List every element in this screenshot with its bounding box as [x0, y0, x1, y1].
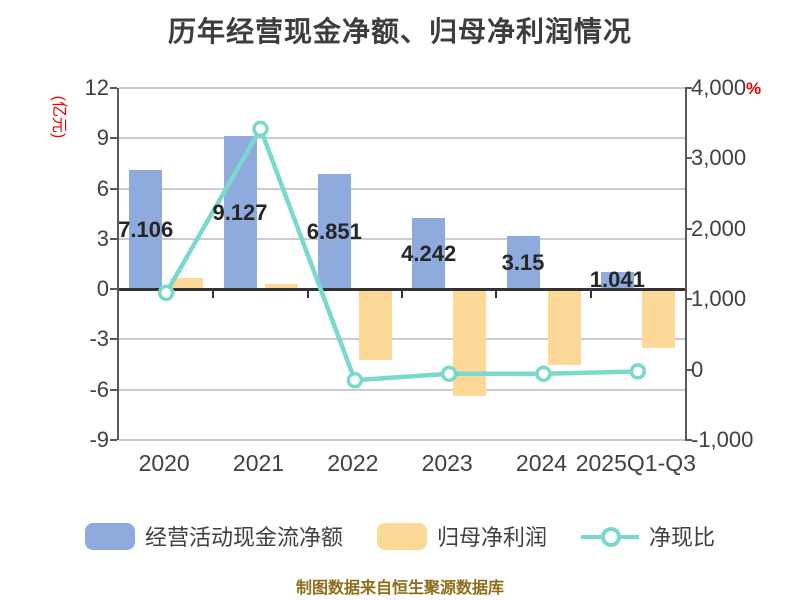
chart-title: 历年经营现金净额、归母净利润情况 — [167, 16, 632, 47]
left-axis-tick-label: 6 — [96, 175, 109, 201]
x-axis-label-2023: 2023 — [421, 450, 473, 476]
left-axis-tick — [110, 137, 117, 140]
grid-line — [119, 388, 685, 391]
left-axis-tick — [110, 338, 117, 341]
bar-operating-cash-2025Q1-Q3 — [600, 271, 634, 290]
grid-line — [119, 439, 685, 441]
bar-operating-cash-2024 — [506, 236, 540, 290]
bar-net-profit-2021 — [264, 283, 298, 290]
right-axis-tick — [685, 439, 692, 441]
left-axis-tick-label: 9 — [96, 125, 109, 151]
left-axis-tick — [110, 187, 117, 190]
x-axis-label-2022: 2022 — [327, 450, 379, 476]
legend-label: 净现比 — [649, 525, 716, 550]
right-axis-tick — [685, 368, 692, 371]
right-axis-tick — [685, 298, 692, 301]
right-axis-tick — [685, 87, 692, 89]
grid-line — [119, 187, 685, 190]
line-marker-2023 — [440, 365, 458, 383]
left-axis-tick-label: -9 — [89, 427, 109, 452]
net-cash-ratio-line — [157, 120, 647, 389]
right-axis-tick-label: 1,000 — [691, 286, 747, 312]
left-axis-tick — [110, 237, 117, 240]
right-axis-tick-label: 0 — [691, 356, 704, 382]
bar-net-profit-2024 — [547, 289, 581, 366]
bar-operating-cash-2023 — [412, 218, 446, 290]
x-axis-tick — [495, 289, 498, 299]
plot-area: 7.106 9.127 6.851 4.242 3.15 1.041 — [117, 87, 687, 441]
left-axis-tick — [110, 87, 117, 89]
bar-net-profit-2022 — [358, 289, 392, 360]
bar-value-label-2024: 3.15 — [501, 249, 545, 275]
left-axis-tick-label: 3 — [96, 225, 109, 251]
right-axis-tick-label: 4,000 — [691, 75, 747, 100]
bar-operating-cash-2022 — [317, 174, 351, 290]
grid-line — [119, 137, 685, 140]
legend-label: 经营活动现金流净额 — [144, 525, 343, 550]
x-axis-tick — [401, 289, 403, 299]
x-axis-tick — [306, 289, 309, 299]
bar-operating-cash-2020 — [129, 170, 163, 290]
left-axis-tick-label: 0 — [96, 276, 109, 302]
legend-line-marker-icon — [601, 526, 621, 547]
x-axis-label-2020: 2020 — [138, 450, 190, 476]
legend-item-net-profit[interactable]: 归母净利润 — [376, 520, 547, 552]
left-axis-tick — [110, 439, 117, 441]
legend-item-net-cash-ratio[interactable]: 净现比 — [581, 520, 715, 552]
bar-value-label-2025Q1-Q3: 1.041 — [589, 267, 645, 293]
x-axis-tick — [589, 289, 592, 299]
left-axis-tick — [110, 288, 117, 291]
right-axis-tick — [685, 227, 692, 230]
x-axis-label-2025Q1-Q3: 2025Q1-Q3 — [575, 450, 696, 476]
legend-label: 归母净利润 — [436, 525, 547, 550]
x-axis-label-2024: 2024 — [515, 450, 568, 476]
left-axis-tick-label: -3 — [89, 326, 109, 352]
bar-value-label-2023: 4.242 — [401, 240, 457, 266]
grid-line — [119, 237, 685, 240]
right-axis-tick-label: 3,000 — [691, 145, 747, 171]
x-axis-tick — [212, 289, 215, 299]
right-axis-unit-label: % — [746, 79, 762, 98]
bar-net-profit-2020 — [170, 278, 204, 290]
footer-note: 制图数据来自恒生聚源数据库 — [295, 580, 504, 597]
bar-net-profit-2025Q1-Q3 — [641, 289, 675, 348]
bar-value-label-2022: 6.851 — [306, 218, 362, 244]
bar-net-profit-2023 — [453, 289, 487, 397]
grid-line — [119, 338, 685, 341]
bar-value-label-2020: 7.106 — [118, 216, 174, 242]
line-marker-2025Q1-Q3 — [629, 363, 647, 380]
legend-swatch-blue-bar — [84, 522, 135, 550]
left-axis-tick-label: -6 — [89, 376, 109, 402]
grid-line — [119, 87, 685, 89]
right-axis-tick-label: 2,000 — [691, 215, 747, 241]
legend: 经营活动现金流净额 归母净利润 净现比 — [0, 520, 800, 552]
left-axis-tick — [110, 388, 117, 391]
left-axis-tick-label: 12 — [84, 75, 109, 100]
bar-value-label-2021: 9.127 — [212, 199, 268, 225]
line-marker-2024 — [535, 365, 552, 383]
legend-item-operating-cash[interactable]: 经营活动现金流净额 — [84, 520, 343, 552]
right-axis-tick-label: -1,000 — [691, 427, 754, 452]
legend-swatch-teal-line-marker — [581, 523, 639, 550]
x-axis-label-2021: 2021 — [232, 450, 285, 476]
legend-swatch-yellow-bar — [376, 522, 427, 550]
line-marker-2022 — [346, 371, 364, 389]
line-marker-2020 — [157, 284, 175, 302]
line-marker-2021 — [252, 120, 269, 138]
right-axis-tick — [685, 157, 692, 160]
